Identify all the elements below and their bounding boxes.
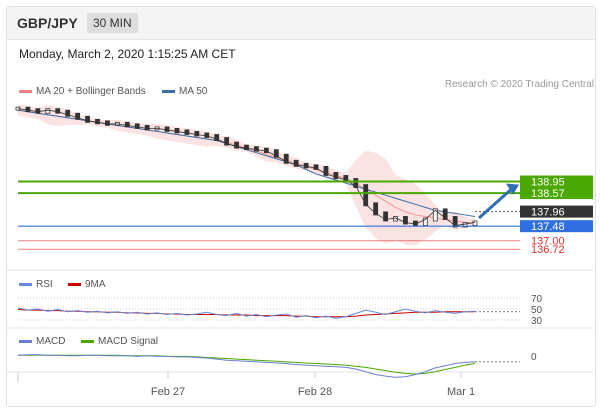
legend-rsi9: 9MA <box>68 279 106 290</box>
timeframe-badge[interactable]: 30 MIN <box>87 13 138 33</box>
macd-tick-label: 0 <box>531 352 537 363</box>
legend-bollinger-label: MA 20 + Bollinger Bands <box>36 86 146 97</box>
price-candle <box>234 141 239 149</box>
price-candle <box>333 172 339 179</box>
price-candle <box>144 124 150 131</box>
legend-macd-signal-label: MACD Signal <box>98 336 159 347</box>
price-candle <box>105 120 110 126</box>
price-candle <box>25 106 31 113</box>
macd-swatch <box>19 340 32 343</box>
legend-ma50: MA 50 <box>162 86 207 97</box>
rsi-tick-label: 70 <box>531 294 543 305</box>
rsi9-line <box>17 309 475 318</box>
price-candle <box>323 165 329 176</box>
rsi-tick-label: 50 <box>531 305 543 316</box>
price-candle <box>363 184 369 207</box>
price-candle <box>65 109 71 117</box>
macd-signal-swatch <box>81 340 94 343</box>
price-candle <box>472 220 478 226</box>
legend-macd: MACD <box>19 336 65 347</box>
resistance-level-tag <box>520 187 593 200</box>
price-label-current: 137.96 <box>531 207 565 219</box>
price-candle <box>174 127 180 134</box>
macd-line <box>17 354 476 378</box>
price-label-resistance: 138.57 <box>531 188 565 200</box>
price-candle <box>293 159 299 167</box>
current-price-tag <box>520 205 593 218</box>
price-candle <box>462 222 468 228</box>
price-label-support: 137.48 <box>531 221 565 233</box>
x-tick-label: Feb 27 <box>151 386 185 398</box>
price-candle <box>204 132 210 138</box>
price-candle <box>303 162 309 169</box>
price-candle <box>164 126 170 132</box>
x-tick-label: Feb 28 <box>298 386 332 398</box>
legend-macd-signal: MACD Signal <box>81 336 158 347</box>
legend-rsi9-label: 9MA <box>85 279 106 290</box>
price-candle <box>442 208 448 220</box>
price-candle <box>35 108 41 114</box>
pair-title: GBP/JPY <box>17 15 78 31</box>
rsi-line <box>17 307 476 319</box>
legend-rsi-label: RSI <box>36 279 53 290</box>
rsi9-swatch <box>68 283 81 286</box>
price-label-stop: 136.72 <box>531 244 565 256</box>
timestamp: Monday, March 2, 2020 1:15:25 AM CET <box>19 47 236 61</box>
price-candle <box>432 208 438 222</box>
bollinger-band <box>18 104 475 246</box>
price-candle <box>45 108 51 114</box>
legend-bollinger: MA 20 + Bollinger Bands <box>19 86 146 97</box>
price-candle <box>353 178 359 189</box>
rsi-tick-label: 30 <box>531 316 543 327</box>
forecast-arrow-line <box>478 187 513 220</box>
chart-header: GBP/JPY 30 MIN <box>7 7 595 40</box>
price-candle <box>273 149 279 158</box>
bollinger-swatch <box>19 90 32 93</box>
price-label-resistance: 138.95 <box>531 177 565 189</box>
legend-ma50-label: MA 50 <box>179 86 208 97</box>
rsi-swatch <box>19 283 32 286</box>
price-candle <box>263 147 269 154</box>
price-candle <box>55 108 61 114</box>
price-candle <box>194 131 200 137</box>
forecast-arrow-head <box>506 183 519 195</box>
price-candle <box>383 211 388 222</box>
price-label-stop: 137.00 <box>531 236 565 248</box>
price-candle <box>214 134 220 141</box>
price-candle <box>283 153 289 164</box>
price-candle <box>134 123 140 129</box>
x-tick-label: Mar 1 <box>447 386 475 398</box>
price-line <box>17 108 476 226</box>
resistance-level-tag <box>520 175 593 188</box>
price-candle <box>124 121 130 128</box>
price-candle <box>373 202 379 216</box>
legend-rsi: RSI <box>19 279 53 290</box>
macd-signal-line <box>18 354 476 375</box>
ma50-swatch <box>162 90 175 93</box>
price-candle <box>75 112 81 120</box>
price-candle <box>403 216 408 225</box>
chart-card: GBP/JPY 30 MIN Monday, March 2, 2020 1:1… <box>6 6 596 407</box>
price-candle <box>422 217 428 226</box>
legend-macd-label: MACD <box>36 336 66 347</box>
price-candle <box>313 164 319 170</box>
price-candle <box>85 115 90 123</box>
price-candle <box>254 146 259 152</box>
research-credit: Research © 2020 Trading Central <box>444 79 594 90</box>
price-candle <box>224 137 230 146</box>
price-candle <box>244 144 249 151</box>
price-candle <box>184 129 190 135</box>
price-candle <box>95 118 100 125</box>
support-level-tag <box>520 220 593 233</box>
price-candle <box>452 216 458 228</box>
